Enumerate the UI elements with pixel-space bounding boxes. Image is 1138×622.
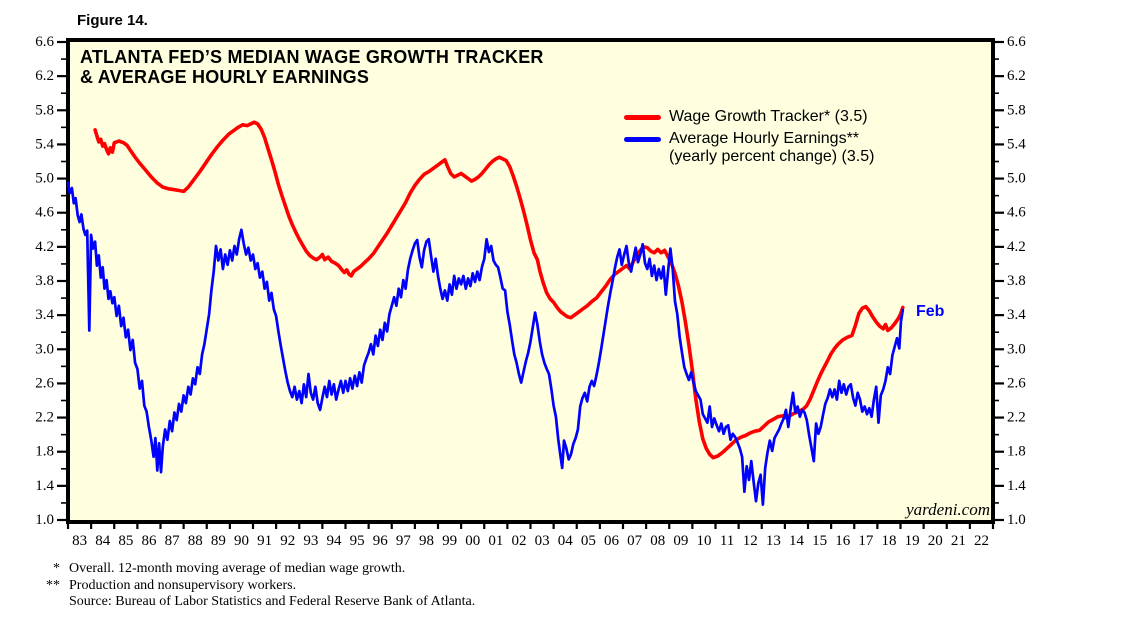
x-axis-label: 15 [812,533,827,549]
x-axis-label: 10 [696,533,711,549]
legend-item-average-hourly-earnings: Average Hourly Earnings** (yearly percen… [624,130,874,166]
x-axis-label: 90 [234,533,249,549]
y-axis-label-right: 5.0 [1007,171,1026,187]
x-axis-label: 20 [928,533,943,549]
x-axis-label: 96 [373,533,389,549]
legend-label-line1: Average Hourly Earnings** [669,130,860,147]
x-axis-label: 19 [905,533,920,549]
footnote-text: Source: Bureau of Labor Statistics and F… [69,594,476,609]
y-axis-label-left: 5.8 [35,102,54,118]
y-axis-label-right: 5.4 [1007,136,1026,152]
x-axis-label: 98 [419,533,434,549]
footnote-overall: * Overall. 12-month moving average of me… [34,561,475,578]
y-axis-label-right: 3.0 [1007,341,1026,357]
legend-label-line2: (yearly percent change) (3.5) [669,148,875,165]
x-axis-label: 84 [95,533,111,549]
x-axis-label: 18 [881,533,896,549]
y-axis-label-right: 2.2 [1007,410,1026,426]
x-axis-label: 13 [766,533,781,549]
x-axis-label: 93 [303,533,318,549]
y-axis-label-left: 5.4 [35,136,54,152]
legend-label-average-hourly-earnings: Average Hourly Earnings** (yearly percen… [669,130,874,166]
x-axis-label: 89 [211,533,226,549]
y-axis-label-right: 1.4 [1007,478,1026,494]
y-axis-label-right: 4.6 [1007,205,1026,221]
x-axis-label: 02 [511,533,526,549]
plot-frame [66,38,995,524]
red-line-swatch [624,114,661,120]
legend: Wage Growth Tracker* (3.5) Average Hourl… [624,108,874,170]
legend-item-wage-growth-tracker: Wage Growth Tracker* (3.5) [624,108,874,126]
figure-label: Figure 14. [77,12,148,29]
y-axis-label-left: 1.8 [35,444,54,460]
x-axis-label: 05 [581,533,596,549]
chart-title-line1: ATLANTA FED’S MEDIAN WAGE GROWTH TRACKER [80,47,544,67]
x-axis-label: 92 [280,533,295,549]
y-axis-label-right: 5.8 [1007,102,1026,118]
footnote-text: Production and nonsupervisory workers. [69,577,297,593]
y-axis-label-left: 5.0 [35,171,54,187]
y-axis-label-left: 2.2 [35,410,54,426]
y-axis-label-right: 6.6 [1007,34,1026,50]
footnote-production: ** Production and nonsupervisory workers… [34,578,475,595]
footnote-text: Overall. 12-month moving average of medi… [69,561,406,576]
x-axis-label: 07 [627,533,643,549]
y-axis-label-right: 1.8 [1007,444,1026,460]
x-axis-label: 17 [858,533,874,549]
x-axis-label: 21 [951,533,966,549]
footnote-marker [34,594,69,611]
y-axis-label-left: 1.4 [35,478,54,494]
y-axis-label-right: 4.2 [1007,239,1026,255]
x-axis-label: 04 [558,533,574,549]
legend-label-wage-growth-tracker: Wage Growth Tracker* (3.5) [669,108,868,125]
footnote-marker: * [53,561,60,576]
x-axis-label: 14 [789,533,805,549]
watermark-yardeni: yardeni.com [906,500,990,519]
x-axis-label: 99 [442,533,457,549]
x-axis-label: 87 [165,533,181,549]
average-hourly-earnings-line [66,181,905,506]
y-axis-label-left: 2.6 [35,375,54,391]
y-axis-label-left: 6.2 [35,68,54,84]
blue-line-swatch [624,136,661,142]
y-axis-label-left: 3.0 [35,341,54,357]
footnote-source: Source: Bureau of Labor Statistics and F… [34,594,475,611]
x-axis-label: 88 [188,533,203,549]
y-axis-label-right: 1.0 [1007,512,1026,528]
x-axis-label: 83 [72,533,87,549]
x-axis-label: 00 [465,533,480,549]
feb-annotation: Feb [916,303,945,320]
y-axis-label-left: 4.2 [35,239,54,255]
chart-title: ATLANTA FED’S MEDIAN WAGE GROWTH TRACKER… [80,47,544,87]
footnote-marker: ** [46,577,60,593]
x-axis-label: 01 [488,533,503,549]
y-axis-label-left: 4.6 [35,205,54,221]
x-axis-label: 03 [535,533,550,549]
x-axis-label: 95 [350,533,365,549]
y-axis-label-right: 2.6 [1007,375,1026,391]
footnotes: * Overall. 12-month moving average of me… [34,561,475,611]
y-axis-label-right: 3.4 [1007,307,1026,323]
x-axis-label: 11 [720,533,734,549]
x-axis-label: 97 [396,533,412,549]
x-axis-label: 12 [743,533,758,549]
y-axis-label-left: 6.6 [35,34,54,50]
y-axis-label-left: 1.0 [35,512,54,528]
x-axis-label: 06 [604,533,620,549]
x-axis-label: 91 [257,533,272,549]
x-axis-label: 16 [835,533,851,549]
x-axis-label: 94 [326,533,342,549]
y-axis-label-left: 3.8 [35,273,54,289]
chart-title-line2: & AVERAGE HOURLY EARNINGS [80,67,370,87]
y-axis-label-right: 3.8 [1007,273,1026,289]
y-axis-label-right: 6.2 [1007,68,1026,84]
wage-growth-tracker-line [93,120,905,460]
x-axis-label: 85 [118,533,133,549]
x-axis-label: 86 [141,533,157,549]
y-axis-label-left: 3.4 [35,307,54,323]
x-axis-label: 22 [974,533,989,549]
x-axis-label: 08 [650,533,665,549]
x-axis-label: 09 [673,533,688,549]
